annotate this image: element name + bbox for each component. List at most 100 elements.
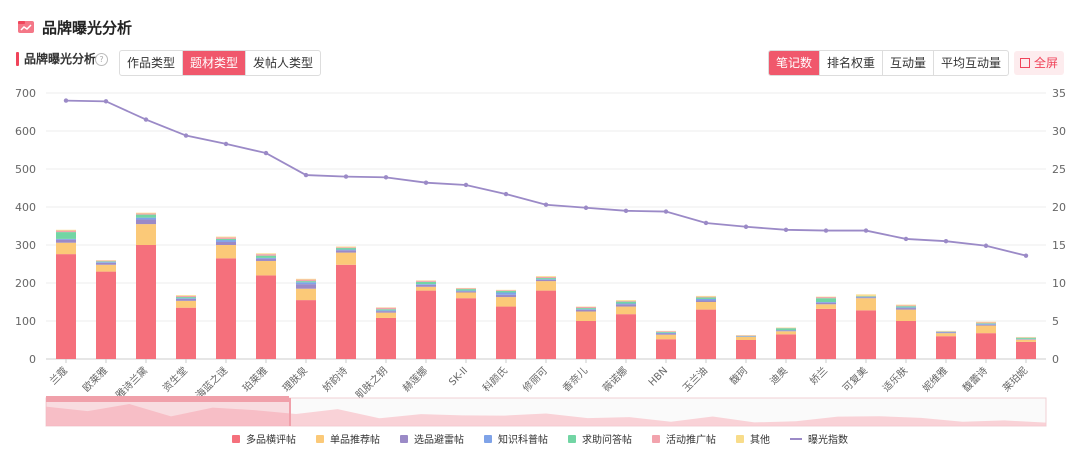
bar-segment	[576, 311, 596, 321]
tab-work-type[interactable]: 作品类型	[120, 51, 184, 75]
bar-segment	[136, 217, 156, 220]
y2-tick-label: 10	[1052, 277, 1066, 290]
line-point	[463, 182, 469, 188]
legend-swatch	[736, 434, 744, 443]
legend-item[interactable]: 选品避雷帖	[400, 431, 464, 446]
bar-segment	[416, 290, 436, 359]
bar-segment	[56, 238, 76, 240]
bar-segment	[136, 214, 156, 218]
y-tick-label: 200	[15, 277, 36, 290]
tab-rank-weight[interactable]: 排名权重	[820, 51, 884, 75]
bar-segment	[296, 284, 316, 289]
tab-topic-type[interactable]: 题材类型	[183, 51, 247, 75]
y2-tick-label: 0	[1052, 353, 1059, 366]
bar-segment	[736, 340, 756, 359]
bar-segment	[776, 334, 796, 359]
legend-label: 活动推广帖	[666, 435, 716, 446]
bar-segment	[296, 278, 316, 280]
x-tick-label: 娇兰	[807, 364, 830, 387]
bar-segment	[376, 309, 396, 311]
bar-segment	[56, 229, 76, 231]
line-point	[783, 227, 789, 232]
y2-tick-label: 5	[1052, 315, 1059, 328]
bar-segment	[416, 286, 436, 291]
legend-swatch	[484, 434, 492, 443]
bar-segment	[176, 298, 196, 301]
bar-segment	[656, 332, 676, 333]
chart-legend: 多品横评帖 单品推荐帖 选品避雷帖 知识科普帖 求助问答帖 活动推广帖 其他 曝光指数	[0, 431, 1080, 446]
zoom-handle[interactable]	[289, 398, 291, 426]
bar-segment	[336, 252, 356, 265]
bar-segment	[56, 232, 76, 239]
tab-interaction[interactable]: 互动量	[883, 51, 935, 75]
section-accent-bar	[16, 52, 19, 66]
bar-segment	[216, 240, 236, 242]
line-point	[663, 209, 669, 214]
bar-segment	[616, 300, 636, 301]
fullscreen-button[interactable]: 全屏	[1014, 51, 1065, 75]
bar-segment	[896, 308, 916, 310]
bar-segment	[176, 297, 196, 299]
exposure-index-line	[65, 99, 1027, 257]
legend-item[interactable]: 其他	[736, 431, 770, 446]
legend-item[interactable]: 活动推广帖	[652, 431, 716, 446]
x-tick-label: 肌肤之钥	[353, 364, 390, 401]
bar-segment	[536, 279, 556, 280]
bar-segment	[136, 245, 156, 359]
legend-item[interactable]: 多品横评帖	[232, 431, 296, 446]
bar-segment	[136, 212, 156, 214]
y2-tick-label: 25	[1052, 163, 1066, 176]
legend-swatch	[568, 434, 576, 443]
line-point	[983, 243, 989, 248]
y2-tick-label: 15	[1052, 239, 1066, 252]
x-tick-label: SK-II	[447, 365, 470, 388]
y-tick-label: 500	[15, 163, 36, 176]
bar-segment	[96, 261, 116, 263]
tab-avg-interaction[interactable]: 平均互动量	[941, 56, 1002, 70]
tab-poster-type[interactable]: 发帖人类型	[253, 56, 314, 70]
tab-note-count[interactable]: 笔记数	[769, 51, 821, 75]
bar-segment	[96, 262, 116, 265]
fullscreen-icon	[1020, 58, 1030, 68]
metric-tab-group: 笔记数 排名权重 互动量 平均互动量	[768, 50, 1010, 76]
bar-segment	[656, 339, 676, 359]
bar-segment	[936, 333, 956, 337]
legend-item[interactable]: 单品推荐帖	[316, 431, 380, 446]
legend-swatch	[232, 434, 240, 443]
bar-segment	[576, 308, 596, 310]
legend-item[interactable]: 知识科普帖	[484, 431, 548, 446]
bar-segment	[56, 239, 76, 243]
bar-segment	[176, 307, 196, 359]
bar-segment	[896, 309, 916, 321]
bar-segment	[656, 334, 676, 340]
bar-segment	[216, 237, 236, 239]
help-icon[interactable]: ?	[95, 53, 108, 66]
bar-segment	[56, 230, 76, 233]
bar-segment	[136, 219, 156, 225]
zoom-preview-area	[46, 404, 1046, 426]
legend-label: 其他	[750, 435, 770, 446]
bar-segment	[696, 297, 716, 299]
bar-segment	[416, 284, 436, 287]
bar-segment	[976, 322, 996, 324]
bar-segment	[496, 297, 516, 307]
bar-segment	[856, 294, 876, 296]
line-point	[63, 98, 69, 103]
legend-item[interactable]: 曝光指数	[790, 431, 848, 446]
x-tick-label: 修丽可	[520, 364, 550, 394]
bar-segment	[696, 295, 716, 297]
bar-segment	[856, 297, 876, 299]
bar-segment	[136, 213, 156, 215]
bar-segment	[216, 238, 236, 241]
bar-segment	[536, 290, 556, 359]
bar-segment	[296, 279, 316, 282]
line-point	[623, 208, 629, 213]
legend-label: 曝光指数	[808, 435, 848, 446]
bar-segment	[536, 279, 556, 282]
y2-tick-label: 30	[1052, 125, 1066, 138]
bar-segment	[1016, 337, 1036, 339]
bar-segment	[696, 309, 716, 359]
legend-label: 多品横评帖	[246, 435, 296, 446]
legend-item[interactable]: 求助问答帖	[568, 431, 632, 446]
bar-segment	[696, 300, 716, 302]
